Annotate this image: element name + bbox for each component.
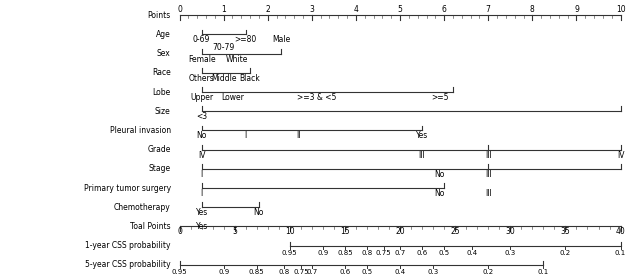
Text: 15: 15: [340, 227, 350, 237]
Text: 10: 10: [616, 5, 626, 14]
Text: 6: 6: [442, 5, 447, 14]
Text: 0.7: 0.7: [394, 250, 406, 256]
Text: 0.85: 0.85: [249, 269, 265, 275]
Text: 5: 5: [232, 227, 237, 237]
Text: 0.8: 0.8: [362, 250, 372, 256]
Text: No: No: [197, 132, 207, 141]
Text: 0.3: 0.3: [428, 269, 438, 275]
Text: Age: Age: [156, 30, 171, 39]
Text: 35: 35: [561, 227, 570, 237]
Text: 0.95: 0.95: [282, 250, 297, 256]
Text: IV: IV: [198, 151, 205, 160]
Text: Race: Race: [152, 68, 171, 77]
Text: 0.8: 0.8: [278, 269, 290, 275]
Text: 0.3: 0.3: [505, 250, 516, 256]
Text: Others: Others: [189, 74, 214, 83]
Text: III: III: [485, 189, 491, 198]
Text: II: II: [296, 132, 301, 141]
Text: 0-69: 0-69: [193, 36, 210, 45]
Text: 10: 10: [285, 227, 295, 237]
Text: 0.6: 0.6: [416, 250, 428, 256]
Text: Toal Points: Toal Points: [130, 222, 171, 231]
Text: I: I: [244, 132, 247, 141]
Text: Stage: Stage: [149, 164, 171, 173]
Text: 0.9: 0.9: [318, 250, 328, 256]
Text: 0.1: 0.1: [538, 269, 549, 275]
Text: Primary tumor surgery: Primary tumor surgery: [84, 183, 171, 193]
Text: III: III: [485, 151, 491, 160]
Text: 5-year CSS probability: 5-year CSS probability: [85, 260, 171, 269]
Text: 0.85: 0.85: [337, 250, 353, 256]
Text: Yes: Yes: [195, 208, 208, 217]
Text: 1: 1: [221, 5, 226, 14]
Text: Points: Points: [147, 11, 171, 20]
Text: Size: Size: [155, 107, 171, 116]
Text: Pleural invasion: Pleural invasion: [110, 126, 171, 135]
Text: No: No: [254, 208, 264, 217]
Text: 0.9: 0.9: [218, 269, 229, 275]
Text: 0.75: 0.75: [375, 250, 391, 256]
Text: Middle: Middle: [211, 74, 236, 83]
Text: 0.5: 0.5: [438, 250, 450, 256]
Text: 0.75: 0.75: [293, 269, 309, 275]
Text: 0.6: 0.6: [340, 269, 350, 275]
Text: 9: 9: [574, 5, 579, 14]
Text: 1-year CSS probability: 1-year CSS probability: [85, 241, 171, 250]
Text: Lower: Lower: [221, 93, 244, 102]
Text: 3: 3: [309, 5, 314, 14]
Text: IV: IV: [617, 151, 624, 160]
Text: I: I: [200, 189, 203, 198]
Text: 70-79: 70-79: [212, 43, 235, 52]
Text: 8: 8: [530, 5, 535, 14]
Text: 0.5: 0.5: [362, 269, 372, 275]
Text: No: No: [435, 170, 445, 179]
Text: 5: 5: [398, 5, 403, 14]
Text: Yes: Yes: [416, 132, 428, 141]
Text: 0: 0: [177, 5, 182, 14]
Text: I: I: [200, 170, 203, 179]
Text: 0.2: 0.2: [483, 269, 494, 275]
Text: >=80: >=80: [234, 36, 257, 45]
Text: III: III: [419, 151, 425, 160]
Text: 0.95: 0.95: [172, 269, 187, 275]
Text: Black: Black: [240, 74, 260, 83]
Text: 0.7: 0.7: [306, 269, 318, 275]
Text: Grade: Grade: [147, 145, 171, 154]
Text: 40: 40: [616, 227, 626, 237]
Text: 0: 0: [177, 227, 182, 237]
Text: III: III: [485, 170, 491, 179]
Text: 0.1: 0.1: [615, 250, 626, 256]
Text: Male: Male: [272, 36, 290, 45]
Text: Yes: Yes: [195, 222, 208, 231]
Text: 7: 7: [486, 5, 491, 14]
Text: 25: 25: [450, 227, 460, 237]
Text: 0.2: 0.2: [560, 250, 571, 256]
Text: Chemotherapy: Chemotherapy: [114, 203, 171, 212]
Text: Upper: Upper: [190, 93, 213, 102]
Text: 2: 2: [265, 5, 270, 14]
Text: 30: 30: [505, 227, 515, 237]
Text: Lobe: Lobe: [152, 88, 171, 97]
Text: White: White: [226, 55, 248, 64]
Text: 0.4: 0.4: [394, 269, 406, 275]
Text: <3: <3: [196, 112, 207, 121]
Text: Sex: Sex: [157, 49, 171, 58]
Text: Female: Female: [188, 55, 215, 64]
Text: >=5: >=5: [431, 93, 449, 102]
Text: >=3 & <5: >=3 & <5: [297, 93, 336, 102]
Text: 20: 20: [395, 227, 405, 237]
Text: 0.4: 0.4: [466, 250, 478, 256]
Text: No: No: [435, 189, 445, 198]
Text: 4: 4: [353, 5, 358, 14]
